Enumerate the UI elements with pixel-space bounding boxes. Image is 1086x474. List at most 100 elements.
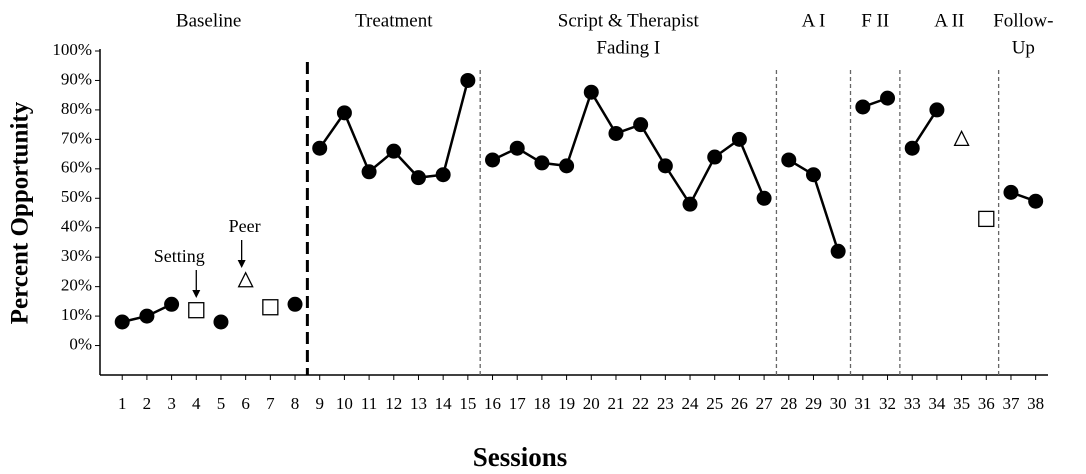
x-tick-label: 18 (533, 394, 550, 413)
point (213, 314, 229, 330)
x-tick-label: 21 (607, 394, 624, 413)
x-tick-label: 16 (484, 394, 501, 413)
x-tick-label: 34 (928, 394, 946, 413)
point (953, 129, 970, 147)
x-tick-label: 32 (879, 394, 896, 413)
x-tick-label: 25 (706, 394, 723, 413)
point (114, 314, 130, 330)
y-tick-label: 60% (61, 158, 92, 177)
point (756, 190, 772, 206)
x-tick-label: 14 (435, 394, 453, 413)
x-tick-label: 3 (167, 394, 176, 413)
y-tick-label: 10% (61, 305, 92, 324)
x-tick-label: 17 (509, 394, 527, 413)
point (139, 308, 155, 324)
x-tick-label: 12 (385, 394, 402, 413)
annotation-arrowhead (192, 290, 201, 298)
x-tick-label: 6 (241, 394, 250, 413)
point (164, 296, 180, 312)
x-tick-label: 36 (978, 394, 995, 413)
point (830, 243, 846, 259)
point (1028, 193, 1044, 209)
x-tick-label: 10 (336, 394, 353, 413)
x-tick-label: 22 (632, 394, 649, 413)
phase-label: F II (861, 10, 889, 31)
point (781, 152, 797, 168)
point (485, 152, 501, 168)
point (188, 302, 205, 319)
point (460, 72, 476, 88)
point (534, 155, 550, 171)
point (435, 167, 451, 183)
x-tick-label: 13 (410, 394, 427, 413)
phase-label: Baseline (176, 10, 241, 31)
x-tick-label: 15 (459, 394, 476, 413)
x-tick-label: 28 (780, 394, 797, 413)
point (509, 140, 525, 156)
x-tick-label: 33 (904, 394, 921, 413)
x-tick-label: 7 (266, 394, 275, 413)
x-tick-label: 24 (682, 394, 700, 413)
x-tick-label: 31 (854, 394, 871, 413)
point (608, 125, 624, 141)
x-tick-label: 35 (953, 394, 970, 413)
annotation-text: Setting (154, 246, 205, 266)
y-tick-label: 80% (61, 99, 92, 118)
y-tick-label: 30% (61, 246, 92, 265)
point (657, 158, 673, 174)
x-axis-label: Sessions (473, 442, 568, 472)
point (929, 102, 945, 118)
y-tick-label: 90% (61, 69, 92, 88)
point (731, 131, 747, 147)
point (978, 210, 995, 228)
annotation-text: Peer (229, 216, 261, 236)
point (361, 164, 377, 180)
x-tick-label: 9 (315, 394, 324, 413)
point (880, 90, 896, 106)
x-tick-label: 29 (805, 394, 822, 413)
y-tick-label: 0% (69, 334, 92, 353)
y-tick-label: 70% (61, 128, 92, 147)
point (682, 196, 698, 212)
y-axis-label: Percent Opportunity (7, 101, 34, 324)
x-tick-label: 4 (192, 394, 201, 413)
y-tick-label: 100% (52, 40, 92, 59)
x-tick-label: 11 (361, 394, 377, 413)
point (707, 149, 723, 165)
phase-label: Follow- (993, 10, 1053, 31)
point (855, 99, 871, 115)
point (262, 299, 279, 316)
y-tick-label: 50% (61, 187, 92, 206)
x-tick-label: 2 (143, 394, 152, 413)
phase-label: A I (802, 10, 826, 31)
x-tick-label: 30 (830, 394, 847, 413)
phase-label: Treatment (355, 10, 433, 31)
point (386, 143, 402, 159)
x-tick-label: 38 (1027, 394, 1044, 413)
x-tick-label: 19 (558, 394, 575, 413)
x-tick-label: 23 (657, 394, 674, 413)
point (583, 84, 599, 100)
point (1003, 184, 1019, 200)
point (410, 170, 426, 186)
point (336, 105, 352, 121)
point (805, 167, 821, 183)
phase-label: A II (934, 10, 964, 31)
y-tick-label: 20% (61, 276, 92, 295)
phase-label: Up (1012, 37, 1035, 58)
x-tick-label: 27 (756, 394, 774, 413)
x-tick-label: 26 (731, 394, 748, 413)
series-line (121, 80, 1037, 324)
x-tick-label: 8 (291, 394, 300, 413)
x-tick-label: 37 (1002, 394, 1020, 413)
annotation-arrowhead (237, 260, 246, 268)
phase-label: Script & Therapist (558, 10, 700, 31)
y-tick-label: 40% (61, 217, 92, 236)
point (287, 296, 303, 312)
phase-label: Fading I (596, 37, 660, 58)
x-tick-label: 5 (217, 394, 226, 413)
point (237, 271, 254, 288)
point (904, 140, 920, 156)
